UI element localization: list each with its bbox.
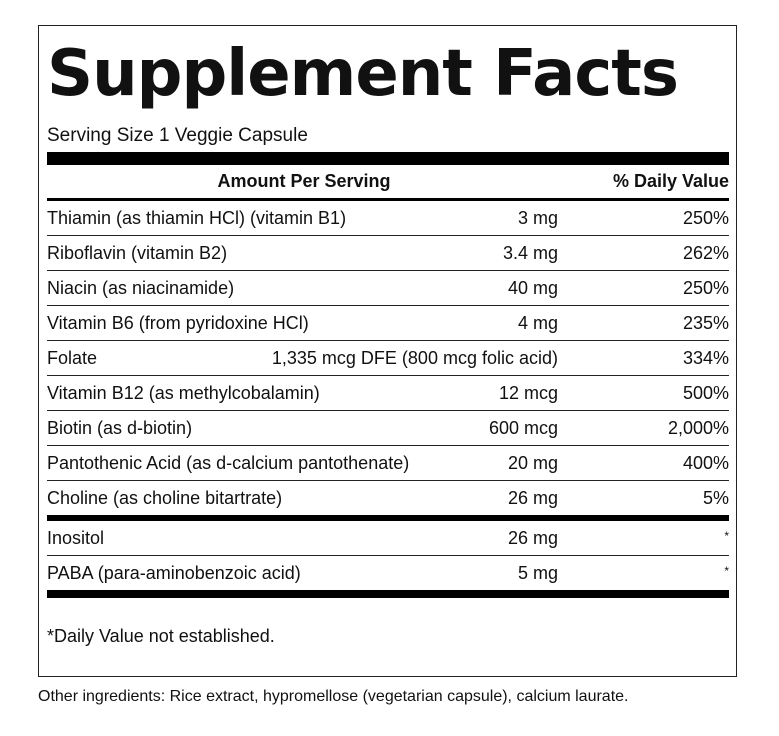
table-row: Niacin (as niacinamide) 40 mg 250% — [47, 271, 729, 306]
nutrient-name: Niacin (as niacinamide) — [47, 277, 235, 298]
nutrient-amount: 40 mg — [507, 277, 558, 298]
table-header: Amount Per Serving % Daily Value — [47, 165, 729, 201]
other-ingredients: Other ingredients: Rice extract, hyprome… — [38, 688, 629, 705]
table-row: Pantothenic Acid (as d-calcium pantothen… — [47, 446, 729, 481]
nutrient-amount: 1,335 mcg DFE (800 mcg folic acid) — [271, 347, 558, 368]
nutrient-amount: 26 mg — [507, 487, 558, 508]
serving-size: Serving Size 1 Veggie Capsule — [47, 125, 308, 146]
panel-title: Supplement Facts — [47, 37, 679, 111]
daily-value: 2,000% — [667, 417, 729, 438]
table-row: Vitamin B6 (from pyridoxine HCl) 4 mg 235% — [47, 306, 729, 341]
daily-value: 262% — [682, 242, 729, 263]
nutrient-amount: 4 mg — [517, 312, 558, 333]
table-row: Folate 1,335 mcg DFE (800 mcg folic acid)… — [47, 341, 729, 376]
table-row: Thiamin (as thiamin HCl) (vitamin B1) 3 m… — [47, 201, 729, 236]
table-row: Choline (as choline bitartrate) 26 mg 5% — [47, 481, 729, 515]
nutrient-amount: 600 mcg — [488, 417, 558, 438]
nutrient-name: Inositol — [47, 527, 105, 548]
daily-value: 500% — [682, 382, 729, 403]
table-row: Biotin (as d-biotin) 600 mcg 2,000% — [47, 411, 729, 446]
end-divider — [47, 590, 729, 598]
nutrient-amount: 5 mg — [517, 562, 558, 583]
nutrient-amount: 12 mcg — [498, 382, 558, 403]
nutrient-name: Pantothenic Acid (as d-calcium pantothen… — [47, 452, 410, 473]
nutrient-name: Riboflavin (vitamin B2) — [47, 242, 228, 263]
table-row: Inositol 26 mg * — [47, 521, 729, 556]
nutrient-name: Thiamin (as thiamin HCl) (vitamin B1) — [47, 207, 347, 228]
thick-divider — [47, 152, 729, 165]
table-row: PABA (para-aminobenzoic acid) 5 mg * — [47, 556, 729, 590]
daily-value: 400% — [682, 452, 729, 473]
nutrient-name: Vitamin B12 (as methylcobalamin) — [47, 382, 320, 403]
nutrient-name: Choline (as choline bitartrate) — [47, 487, 283, 508]
daily-value: 235% — [682, 312, 729, 333]
daily-value: 5% — [702, 487, 729, 508]
daily-value: 250% — [682, 277, 729, 298]
nutrient-name: Folate — [47, 347, 98, 368]
amount-header: Amount Per Serving — [217, 171, 391, 191]
nutrient-amount: 3 mg — [517, 207, 558, 228]
table-row: Riboflavin (vitamin B2) 3.4 mg 262% — [47, 236, 729, 271]
daily-value: * — [724, 564, 729, 578]
daily-value: 250% — [682, 207, 729, 228]
nutrient-name: Biotin (as d-biotin) — [47, 417, 193, 438]
nutrient-amount: 20 mg — [507, 452, 558, 473]
daily-value: 334% — [682, 347, 729, 368]
nutrient-amount: 26 mg — [507, 527, 558, 548]
supplement-facts-panel: Supplement Facts Serving Size 1 Veggie C… — [38, 25, 737, 677]
dv-header: % Daily Value — [612, 171, 729, 191]
footnote: *Daily Value not established. — [47, 626, 275, 646]
nutrient-name: PABA (para-aminobenzoic acid) — [47, 562, 301, 583]
nutrient-amount: 3.4 mg — [502, 242, 558, 263]
table-row: Vitamin B12 (as methylcobalamin) 12 mcg 50… — [47, 376, 729, 411]
daily-value: * — [724, 529, 729, 543]
medium-divider — [47, 515, 729, 521]
nutrient-name: Vitamin B6 (from pyridoxine HCl) — [47, 312, 309, 333]
